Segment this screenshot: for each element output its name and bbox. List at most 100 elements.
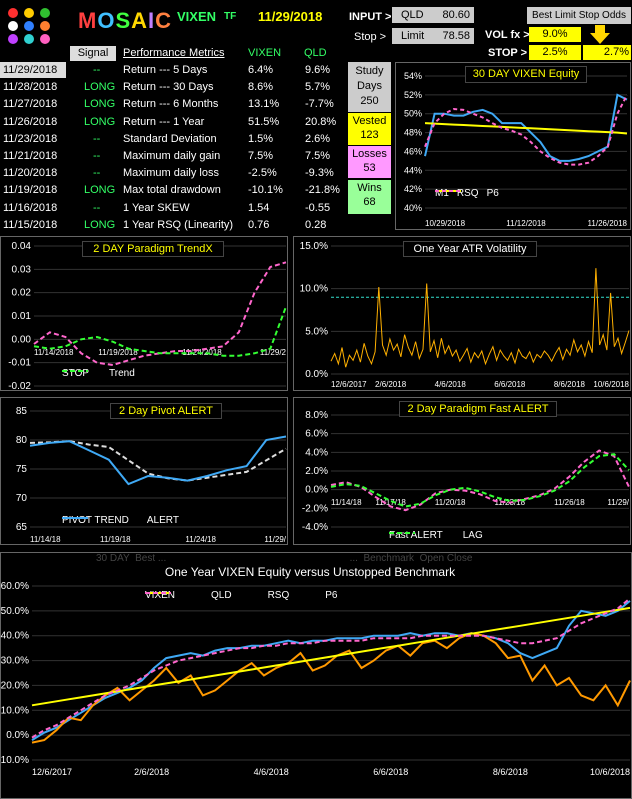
logo-dot [8,21,18,31]
y-tick-label: 50.0% [1,606,29,617]
study-label: Study [355,65,384,77]
metrics-row: 11/16/2018 -- 1 Year SKEW 1.54 -0.55 [0,200,338,217]
legend-item: RSQ [145,590,290,601]
row-date: 11/23/2018 [3,132,58,145]
legend-swatch [62,370,88,372]
days-label: Days [356,80,383,92]
down-arrow-icon [590,25,610,45]
row-vixen: 51.5% [248,115,280,128]
y-tick-label: -2.0% [302,503,328,514]
row-qld: 20.8% [305,115,337,128]
legend-swatch [435,190,461,192]
series-line-rsq [31,606,631,707]
chart-frame [0,236,288,391]
x-tick-label: 10/6/2018 [590,767,630,777]
row-vixen: 1.54 [248,201,270,214]
chart-legend: VIXEN QLD RSQ P6 [145,590,337,601]
stop-label: Stop > [354,31,387,43]
x-tick-label: 11/20/18 [435,498,466,507]
y-tick-label: 30.0% [1,656,29,667]
y-tick-label: 42% [404,184,422,194]
row-metric: 1 Year SKEW [123,201,190,214]
row-signal: LONG [84,81,116,94]
x-tick-label: 12/6/2017 [331,380,367,389]
metrics-row: 11/29/2018 -- Return --- 5 Days 6.4% 9.6% [0,62,338,79]
row-metric: 1 Year RSQ (Linearity) [123,218,234,231]
ghost-title: 30 DAY Best ... ... Benchmark Open Close [96,553,473,564]
legend-label: LAG [462,530,483,541]
chart-title: 2 Day Pivot ALERT [110,403,222,419]
y-tick-label: 40.0% [1,631,29,642]
row-signal: LONG [84,184,116,197]
legend-item: LAG [389,530,483,541]
row-signal: -- [93,201,101,214]
brand-letter: C [155,8,173,33]
vested-label: Vested [352,115,387,127]
days-value: 250 [360,95,379,107]
y-tick-label: 0.03 [12,264,32,275]
chart-title: 2 DAY Paradigm TrendX [82,241,224,257]
x-tick-label: 11/14/18 [30,535,61,544]
row-date: 11/21/2018 [3,150,58,162]
legend-label: Trend [109,368,135,379]
symbol-input[interactable]: QLD 80.60 [392,7,474,23]
x-tick-label: 11/29/ [607,498,629,507]
metrics-row: 11/23/2018 -- Standard Deviation 1.5% 2.6% [0,131,338,148]
legend-label: QLD [211,590,232,601]
row-metric: Return --- 30 Days [123,81,214,94]
row-date: 11/20/2018 [3,167,58,180]
brand-letter: M [78,8,98,33]
legend-label: Fast ALERT [389,530,443,541]
y-tick-label: 46% [404,146,422,156]
wins-label: Wins [357,182,382,194]
y-tick-label: 4.0% [305,447,328,458]
row-signal: -- [93,150,101,162]
row-vixen: 8.6% [248,81,274,94]
limit-input[interactable]: Limit 78.58 [392,28,474,44]
metrics-row: 11/28/2018 LONG Return --- 30 Days 8.6% 5.7% [0,79,338,96]
chart-legend: PIVOT TREND ALERT [62,515,179,526]
x-tick-label: 11/12/2018 [506,219,546,228]
series-line-qld [31,632,631,744]
volfx-value[interactable]: 9.0% [529,27,581,42]
row-qld: -9.3% [305,167,334,180]
row-metric: Maximum daily gain [123,150,221,162]
yearequity-svg: -10.0% 0.0% 10.0% 20.0% 30.0% 40.0% 50.0% 60.0%… [0,552,632,799]
x-tick-label: 11/29/ [264,535,286,544]
losses-label: Losses [352,148,387,160]
x-tick-label: 6/6/2018 [494,380,526,389]
logo-dot [8,8,18,18]
legend-label: M1 [435,188,449,199]
y-tick-label: 20.0% [1,680,29,691]
x-tick-label: 2/6/2018 [134,767,169,777]
row-signal: -- [93,64,101,76]
stop2-value[interactable]: 2.5% [529,45,581,60]
equity-30-day-chart: 40% 42% 44% 46% 48% 50% 52% 54% 10/29/2018 11/12/… [395,62,631,230]
row-vixen: 1.5% [248,132,274,145]
row-signal: LONG [84,98,116,111]
y-tick-label: 10.0% [300,284,328,295]
x-tick-label: 11/24/18 [185,535,216,544]
y-tick-label: -4.0% [302,522,328,533]
y-tick-label: 44% [404,165,422,175]
chart-title: One Year VIXEN Equity versus Unstopped B… [160,564,460,580]
row-vixen: 0.76 [248,218,270,231]
legend-label: PIVOT TREND [62,515,129,526]
legend-label: RSQ [267,590,290,601]
y-tick-label: 10.0% [1,705,29,716]
y-tick-label: 40% [404,203,422,213]
x-tick-label: 11/17/18 [375,498,406,507]
metrics-row: 11/19/2018 LONG Max total drawdown -10.1% -2… [0,182,340,199]
row-metric: Standard Deviation [123,132,217,145]
y-tick-label: 65 [16,522,28,533]
perf-header: Performance Metrics [123,47,225,59]
odds-value: 2.7% [583,45,631,60]
row-date: 11/19/2018 [3,184,58,197]
row-date: 11/15/2018 [3,218,58,231]
vested-box: Vested 123 [348,113,391,145]
chart-legend: M1 RSQ P6 [435,188,499,199]
losses-value: 53 [363,162,376,174]
best-limit-stop-odds-button[interactable]: Best Limit Stop Odds [527,7,631,24]
row-metric: Return --- 6 Months [123,98,219,111]
signal-header: Signal [70,46,116,61]
